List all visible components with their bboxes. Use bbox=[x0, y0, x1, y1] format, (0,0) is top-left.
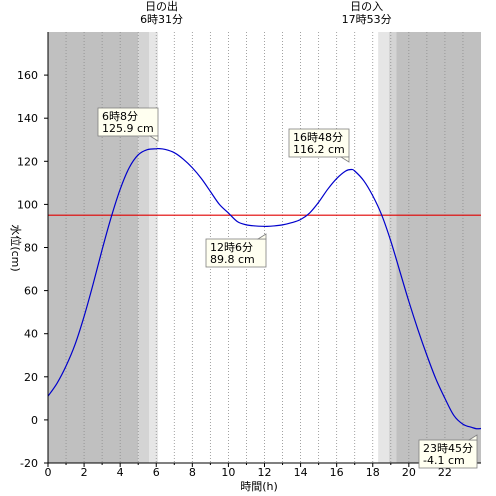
night-shade-band bbox=[378, 32, 389, 463]
annotation-box bbox=[97, 107, 159, 137]
night-shade-band bbox=[48, 32, 139, 463]
y-tick-label: 60 bbox=[24, 285, 38, 298]
x-tick-label: 18 bbox=[366, 466, 380, 479]
annotation-box bbox=[205, 238, 267, 268]
annotation-time: 12時6分 bbox=[210, 241, 253, 254]
y-tick-label: 80 bbox=[24, 242, 38, 255]
x-tick-label: 8 bbox=[189, 466, 196, 479]
annotation-pointer bbox=[148, 135, 159, 142]
annotation-box bbox=[418, 439, 478, 469]
y-tick-label: -20 bbox=[20, 457, 38, 470]
x-tick-label: 6 bbox=[153, 466, 160, 479]
x-tick-label: 2 bbox=[81, 466, 88, 479]
annotation-time: 16時48分 bbox=[293, 131, 343, 144]
x-tick-label: 12 bbox=[258, 466, 272, 479]
sunrise-time: 6時31分 bbox=[140, 13, 183, 26]
night-shade-band bbox=[149, 32, 159, 463]
x-axis-title: 時間(h) bbox=[240, 480, 278, 493]
x-tick-label: 0 bbox=[45, 466, 52, 479]
y-tick-label: 160 bbox=[17, 69, 38, 82]
x-tick-label: 20 bbox=[402, 466, 416, 479]
annotation-value: 116.2 cm bbox=[293, 143, 345, 156]
annotation-callout: 23時45分-4.1 cm bbox=[418, 434, 478, 469]
x-tick-label: 16 bbox=[330, 466, 344, 479]
annotation-pointer bbox=[256, 233, 267, 240]
annotation-time: 6時8分 bbox=[102, 110, 138, 123]
x-tick-label: 4 bbox=[117, 466, 124, 479]
annotation-box bbox=[288, 128, 350, 158]
y-tick-label: 0 bbox=[31, 414, 38, 427]
y-tick-label: 20 bbox=[24, 371, 38, 384]
x-tick-label: 22 bbox=[438, 466, 452, 479]
sunset-time: 17時53分 bbox=[342, 13, 392, 26]
y-tick-label: 40 bbox=[24, 328, 38, 341]
series-line bbox=[47, 147, 482, 430]
annotation-pointer bbox=[339, 156, 350, 163]
x-tick-label: 10 bbox=[221, 466, 235, 479]
annotation-value: -4.1 cm bbox=[423, 454, 465, 467]
sunrise-label: 日の出 bbox=[145, 0, 178, 13]
y-axis-title: 水位(cm) bbox=[9, 224, 23, 271]
annotation-time: 23時45分 bbox=[423, 442, 473, 455]
night-shade-band bbox=[396, 32, 481, 463]
y-tick-label: 100 bbox=[17, 198, 38, 211]
night-shade-band bbox=[138, 32, 150, 463]
annotation-value: 89.8 cm bbox=[210, 253, 255, 266]
annotation-value: 125.9 cm bbox=[102, 122, 154, 135]
annotation-pointer bbox=[467, 434, 478, 441]
x-tick-label: 14 bbox=[294, 466, 308, 479]
y-tick-label: 140 bbox=[17, 112, 38, 125]
sunset-label: 日の入 bbox=[350, 0, 383, 13]
y-tick-label: 120 bbox=[17, 155, 38, 168]
